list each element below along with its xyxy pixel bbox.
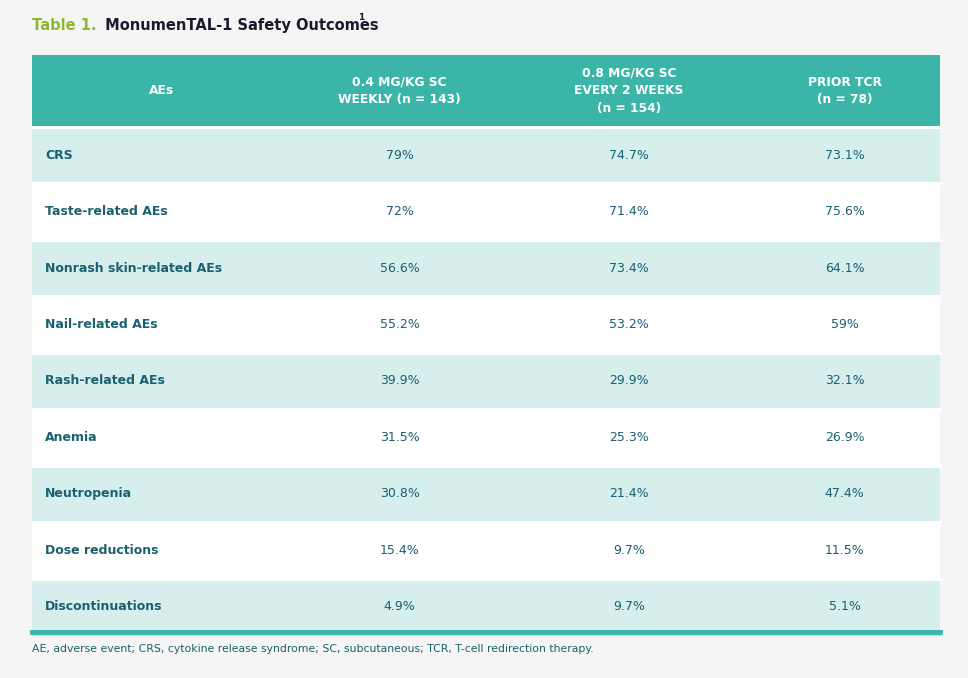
Bar: [32, 410, 940, 466]
Text: 71.4%: 71.4%: [609, 205, 649, 218]
Text: MonumenTAL-1 Safety Outcomes: MonumenTAL-1 Safety Outcomes: [100, 18, 378, 33]
Bar: [32, 55, 290, 127]
Bar: [32, 522, 940, 578]
Text: Table 1.: Table 1.: [32, 18, 97, 33]
Text: 0.8 MG/KG SC
EVERY 2 WEEKS
(n = 154): 0.8 MG/KG SC EVERY 2 WEEKS (n = 154): [574, 67, 683, 115]
Text: 15.4%: 15.4%: [379, 544, 419, 557]
Bar: [32, 296, 940, 353]
Bar: [290, 55, 509, 127]
Text: PRIOR TCR
(n = 78): PRIOR TCR (n = 78): [807, 76, 882, 106]
Text: 9.7%: 9.7%: [613, 544, 645, 557]
Text: 73.4%: 73.4%: [609, 262, 649, 275]
Bar: [749, 55, 940, 127]
Text: Taste-related AEs: Taste-related AEs: [45, 205, 167, 218]
Bar: [32, 353, 940, 410]
Bar: [32, 578, 940, 635]
Text: 11.5%: 11.5%: [825, 544, 864, 557]
Text: Neutropenia: Neutropenia: [45, 487, 132, 500]
Text: 31.5%: 31.5%: [379, 431, 419, 444]
Text: 75.6%: 75.6%: [825, 205, 864, 218]
Text: Anemia: Anemia: [45, 431, 98, 444]
Text: 26.9%: 26.9%: [825, 431, 864, 444]
Text: 74.7%: 74.7%: [609, 148, 649, 162]
Text: Nail-related AEs: Nail-related AEs: [45, 318, 158, 331]
Text: Dose reductions: Dose reductions: [45, 544, 159, 557]
Text: 56.6%: 56.6%: [379, 262, 419, 275]
Text: 29.9%: 29.9%: [609, 374, 649, 388]
Bar: [32, 240, 940, 296]
Bar: [32, 466, 940, 522]
Text: 55.2%: 55.2%: [379, 318, 420, 331]
Text: 5.1%: 5.1%: [829, 600, 861, 614]
Text: 53.2%: 53.2%: [609, 318, 649, 331]
Text: Rash-related AEs: Rash-related AEs: [45, 374, 165, 388]
Text: 1: 1: [358, 13, 364, 22]
Text: 59%: 59%: [831, 318, 859, 331]
Text: Nonrash skin-related AEs: Nonrash skin-related AEs: [45, 262, 222, 275]
Text: 64.1%: 64.1%: [825, 262, 864, 275]
Text: 9.7%: 9.7%: [613, 600, 645, 614]
Text: 32.1%: 32.1%: [825, 374, 864, 388]
Text: Discontinuations: Discontinuations: [45, 600, 163, 614]
Text: 72%: 72%: [386, 205, 413, 218]
Text: 25.3%: 25.3%: [609, 431, 649, 444]
Bar: [32, 184, 940, 240]
Text: 21.4%: 21.4%: [609, 487, 649, 500]
Text: 79%: 79%: [386, 148, 413, 162]
Text: AEs: AEs: [149, 85, 174, 98]
Text: 47.4%: 47.4%: [825, 487, 864, 500]
Bar: [509, 55, 749, 127]
Text: 73.1%: 73.1%: [825, 148, 864, 162]
Bar: [32, 127, 940, 184]
Text: 0.4 MG/KG SC
WEEKLY (n = 143): 0.4 MG/KG SC WEEKLY (n = 143): [339, 76, 461, 106]
Text: 39.9%: 39.9%: [379, 374, 419, 388]
Text: AE, adverse event; CRS, cytokine release syndrome; SC, subcutaneous; TCR, T-cell: AE, adverse event; CRS, cytokine release…: [32, 644, 593, 654]
Text: CRS: CRS: [45, 148, 73, 162]
Text: 4.9%: 4.9%: [384, 600, 415, 614]
Text: 30.8%: 30.8%: [379, 487, 420, 500]
